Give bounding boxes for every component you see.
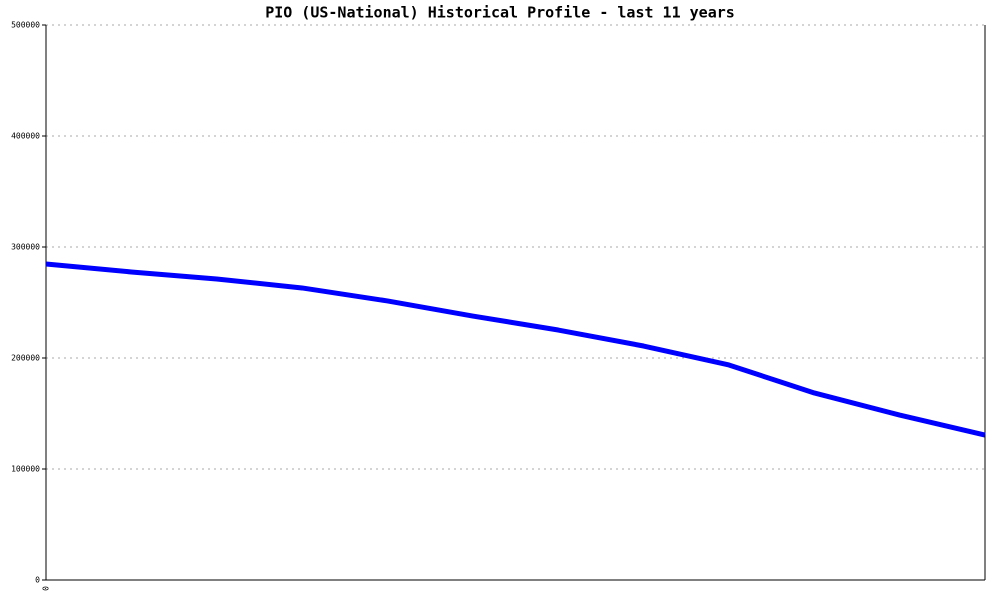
x-tick-label: 0 (42, 586, 51, 591)
y-tick-label: 100000 (11, 465, 40, 474)
y-tick-label: 500000 (11, 21, 40, 30)
chart-title: PIO (US-National) Historical Profile - l… (265, 4, 735, 22)
y-tick-label: 0 (35, 576, 40, 585)
y-tick-label: 300000 (11, 243, 40, 252)
data-line (45, 261, 986, 438)
y-tick-label: 200000 (11, 354, 40, 363)
y-tick-label: 400000 (11, 132, 40, 141)
